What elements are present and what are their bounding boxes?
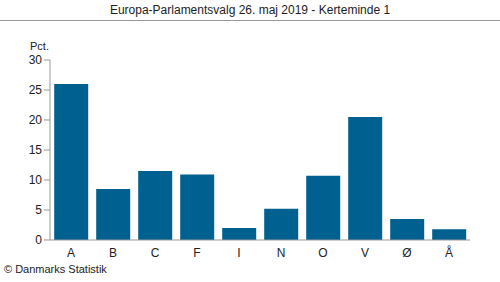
svg-text:5: 5	[35, 203, 42, 217]
svg-text:A: A	[67, 246, 75, 260]
svg-text:25: 25	[29, 83, 43, 97]
svg-text:Å: Å	[445, 245, 453, 260]
svg-text:15: 15	[29, 143, 43, 157]
svg-text:F: F	[193, 246, 200, 260]
html-text:Europa-Parlamentsvalg 26. maj: Europa-Parlamentsvalg 26. maj 2019 - Ker…	[109, 3, 391, 17]
svg-text:O: O	[318, 246, 327, 260]
svg-text:10: 10	[29, 173, 43, 187]
svg-text:20: 20	[29, 113, 43, 127]
svg-text:N: N	[277, 246, 286, 260]
html-text:© Danmarks Statistik: © Danmarks Statistik	[4, 263, 107, 275]
svg-text:C: C	[151, 246, 160, 260]
svg-text:B: B	[109, 246, 117, 260]
svg-text:I: I	[237, 246, 240, 260]
svg-text:Ø: Ø	[402, 246, 411, 260]
svg-text:30: 30	[29, 53, 43, 67]
svg-text:0: 0	[35, 233, 42, 247]
html-text:Pct.: Pct.	[30, 40, 49, 52]
svg-text:V: V	[361, 246, 369, 260]
